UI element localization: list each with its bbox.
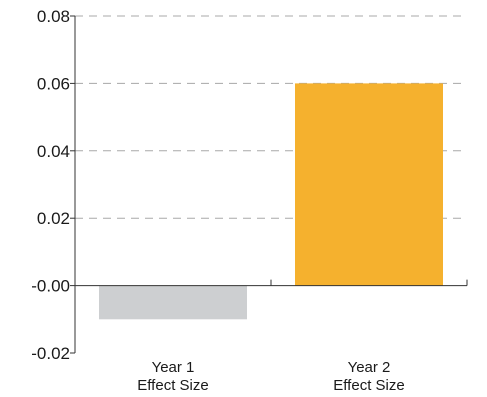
x-tick-label: Effect Size [137,377,208,394]
bars [99,83,443,320]
y-tick-label: 0.02 [37,209,70,228]
y-tick-label: -0.02 [31,344,70,363]
x-tick-label: Effect Size [333,377,404,394]
y-tick-label: 0.04 [37,142,70,161]
axes [70,15,468,354]
bar [99,285,247,320]
y-tick-label: 0.08 [37,7,70,26]
x-tick-label: Year 1 [152,359,195,376]
y-tick-label: -0.00 [31,277,70,296]
bar [295,83,443,286]
x-tick-label: Year 2 [348,359,391,376]
y-tick-label: 0.06 [37,74,70,93]
